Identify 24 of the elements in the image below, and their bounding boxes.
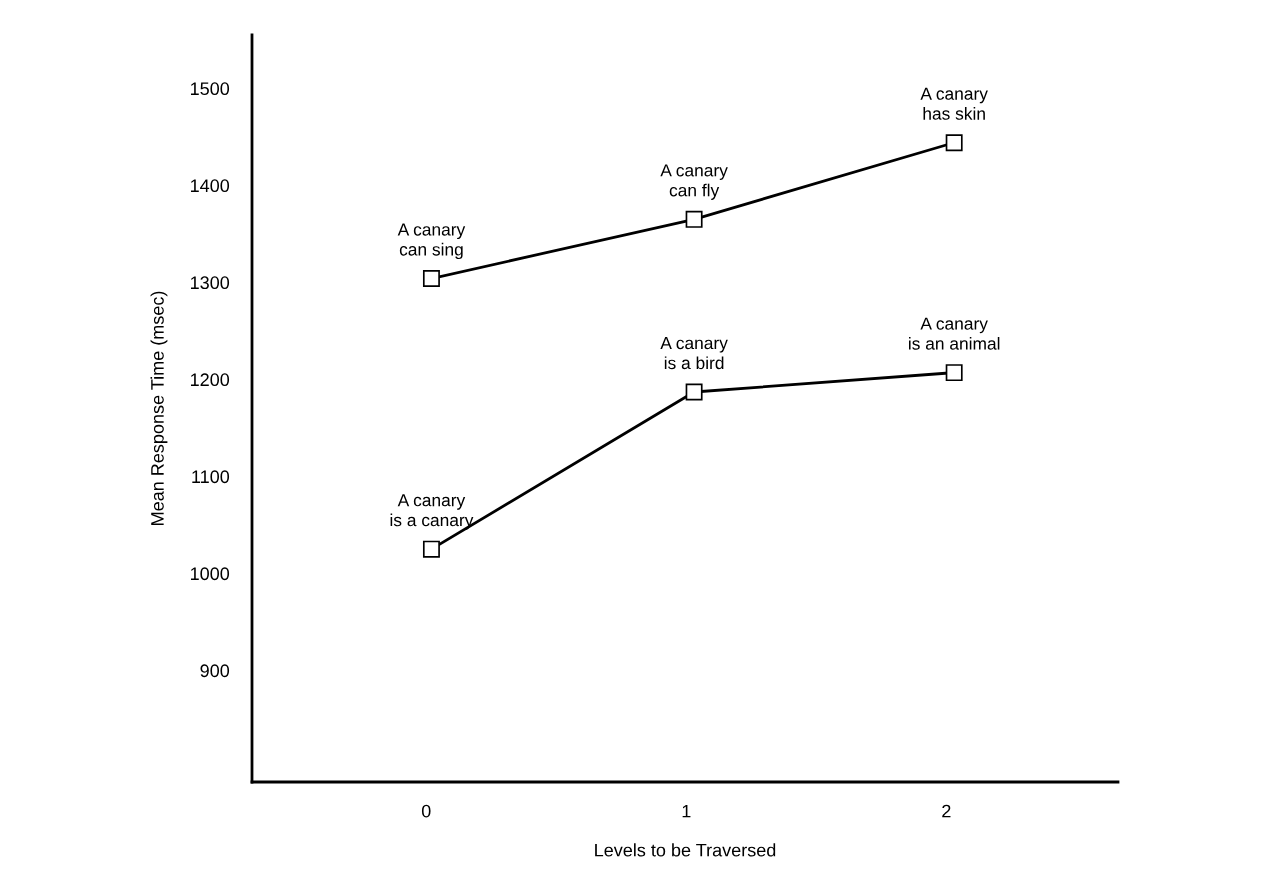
annotation: A canary is a bird	[660, 337, 728, 370]
x-tick-label: 0	[421, 804, 431, 818]
y-tick-label: 900	[200, 664, 230, 678]
annotation: A canary can fly	[660, 164, 728, 200]
y-tick-label: 1200	[190, 373, 230, 387]
point	[945, 134, 963, 152]
annotation: A canary can sing	[397, 223, 466, 260]
y-tick-label: 1500	[190, 82, 230, 96]
y-axis-title: Mean Response Time (msec)	[150, 291, 168, 525]
y-tick-label: 1100	[192, 470, 230, 484]
point	[685, 383, 703, 401]
point	[422, 540, 440, 558]
y-tick-label: 1000	[190, 567, 230, 581]
y-tick-label: 1400	[190, 179, 230, 193]
x-tick-label: 1	[682, 804, 691, 818]
annotation: A canary is an animal	[909, 317, 1000, 350]
y-tick-label: 1300	[190, 276, 230, 290]
point	[685, 210, 703, 228]
x-tick-label: 2	[942, 804, 951, 818]
x-axis-title: Levels to be Traversed	[595, 843, 776, 857]
point	[945, 364, 963, 382]
annotation: A canary is a canary	[390, 494, 474, 530]
annotation: A canary has skin	[920, 87, 988, 120]
point	[422, 270, 440, 287]
